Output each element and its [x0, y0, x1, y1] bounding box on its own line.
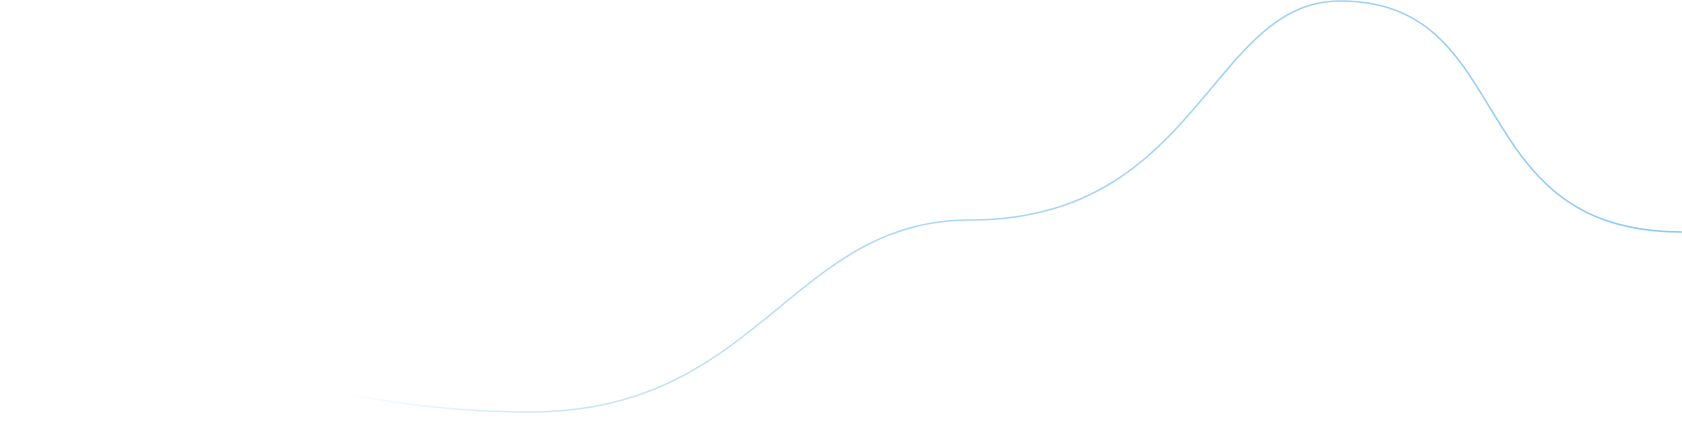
wave-line [0, 0, 1682, 413]
